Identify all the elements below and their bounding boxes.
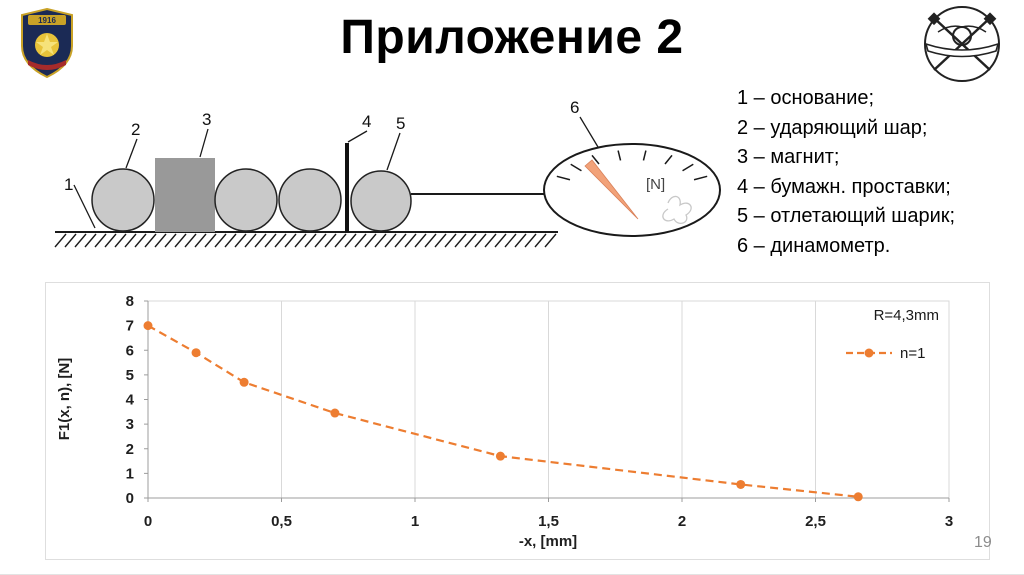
y-tick-label: 0 bbox=[126, 490, 134, 507]
legend-line-4: 4 – бумажн. проставки; bbox=[737, 175, 951, 198]
legend-sample-marker bbox=[864, 348, 874, 358]
data-point-marker bbox=[495, 451, 505, 461]
y-tick-label: 6 bbox=[126, 342, 134, 359]
callout-1: 1 bbox=[64, 175, 73, 194]
chart-plot: 0 1 2 3 4 5 6 7 8 0 0,5 1 1,5 2 2,5 3 R=4,3mm n=1 bbox=[126, 293, 954, 530]
chart-gridlines bbox=[281, 301, 950, 498]
series-line bbox=[147, 324, 859, 498]
chart-legend: R=4,3mm n=1 bbox=[846, 307, 939, 362]
legend-line-1: 1 – основание; bbox=[737, 87, 875, 109]
callout-3-line bbox=[199, 128, 209, 158]
y-tick-label: 3 bbox=[126, 416, 134, 433]
callout-2-line bbox=[125, 138, 138, 169]
callout-4-line bbox=[347, 130, 368, 143]
legend-line-2: 2 – ударяющий шар; bbox=[737, 116, 928, 139]
y-tick-label: 7 bbox=[126, 318, 134, 335]
legend-title: R=4,3mm bbox=[874, 307, 939, 324]
data-point-marker bbox=[736, 479, 746, 489]
data-point-marker bbox=[191, 348, 201, 358]
magnet-block bbox=[155, 158, 215, 232]
x-axis-title: -x, [mm] bbox=[518, 533, 578, 550]
x-tick-label: 1 bbox=[411, 513, 419, 530]
apparatus-legend: 1 – основание; 2 – ударяющий шар; 3 – ма… bbox=[737, 84, 955, 261]
callout-3: 3 bbox=[202, 110, 211, 129]
legend-series-label: n=1 bbox=[900, 345, 925, 362]
x-tick-label: 3 bbox=[945, 513, 953, 530]
callout-1-line bbox=[73, 184, 96, 229]
chain-ball-2 bbox=[278, 168, 342, 232]
university-crest-icon: 1916 bbox=[21, 8, 73, 78]
chart-area: 0 1 2 3 4 5 6 7 8 0 0,5 1 1,5 2 2,5 3 R=4,3mm n=1 F1(x, n… bbox=[45, 282, 990, 560]
dynamometer-needle bbox=[584, 159, 639, 220]
dynamometer-unit-label: [N] bbox=[646, 176, 665, 193]
crest-star-icon bbox=[36, 34, 58, 55]
crest-ribbon bbox=[28, 60, 66, 70]
slide-title: Приложение 2 bbox=[340, 11, 684, 64]
data-point-marker bbox=[330, 408, 340, 418]
dynamometer-scale-ticks bbox=[556, 150, 708, 181]
series-markers bbox=[143, 321, 863, 502]
data-point-marker bbox=[853, 492, 863, 502]
x-tick-label: 2 bbox=[678, 513, 686, 530]
callout-4: 4 bbox=[362, 112, 371, 131]
ground-hatching bbox=[54, 233, 557, 248]
y-tick-label: 4 bbox=[126, 392, 135, 409]
x-tick-label: 0 bbox=[144, 513, 152, 530]
x-tick-label: 0,5 bbox=[271, 513, 292, 530]
callout-5-line bbox=[386, 132, 401, 171]
striking-ball bbox=[91, 168, 155, 232]
emblem-ribbon bbox=[924, 42, 1000, 58]
data-point-marker bbox=[143, 321, 153, 331]
page-number: 19 bbox=[974, 534, 992, 551]
y-tick-label: 1 bbox=[126, 465, 134, 482]
legend-line-6: 6 – динамометр. bbox=[737, 234, 891, 257]
institute-emblem-icon bbox=[924, 6, 1000, 82]
crest-banner-text: 1916 bbox=[38, 16, 56, 25]
paper-spacer bbox=[345, 143, 349, 232]
y-tick-label: 8 bbox=[126, 293, 134, 310]
y-tick-label: 2 bbox=[126, 441, 134, 458]
callout-6-line bbox=[579, 116, 599, 148]
dynamometer-spring-sketch bbox=[662, 195, 692, 225]
callout-5: 5 bbox=[396, 114, 405, 133]
callout-2: 2 bbox=[131, 120, 140, 139]
axis-tick-labels: 0 1 2 3 4 5 6 7 8 0 0,5 1 1,5 2 2,5 3 bbox=[126, 293, 954, 530]
x-tick-label: 1,5 bbox=[538, 513, 559, 530]
data-point-marker bbox=[239, 377, 249, 387]
dynamometer-body bbox=[543, 143, 721, 237]
callout-6: 6 bbox=[570, 98, 579, 117]
flying-ball bbox=[350, 170, 412, 232]
legend-line-3: 3 – магнит; bbox=[737, 146, 840, 168]
legend-line-5: 5 – отлетающий шарик; bbox=[737, 205, 956, 227]
y-tick-label: 5 bbox=[126, 367, 134, 384]
y-axis-title: F1(x, n), [N] bbox=[56, 357, 73, 441]
chain-ball-1 bbox=[214, 168, 278, 232]
apparatus-diagram: [N] 1 2 3 4 5 6 bbox=[54, 98, 721, 248]
emblem-wings bbox=[937, 25, 987, 33]
crest-banner bbox=[28, 15, 66, 25]
x-tick-label: 2,5 bbox=[805, 513, 826, 530]
